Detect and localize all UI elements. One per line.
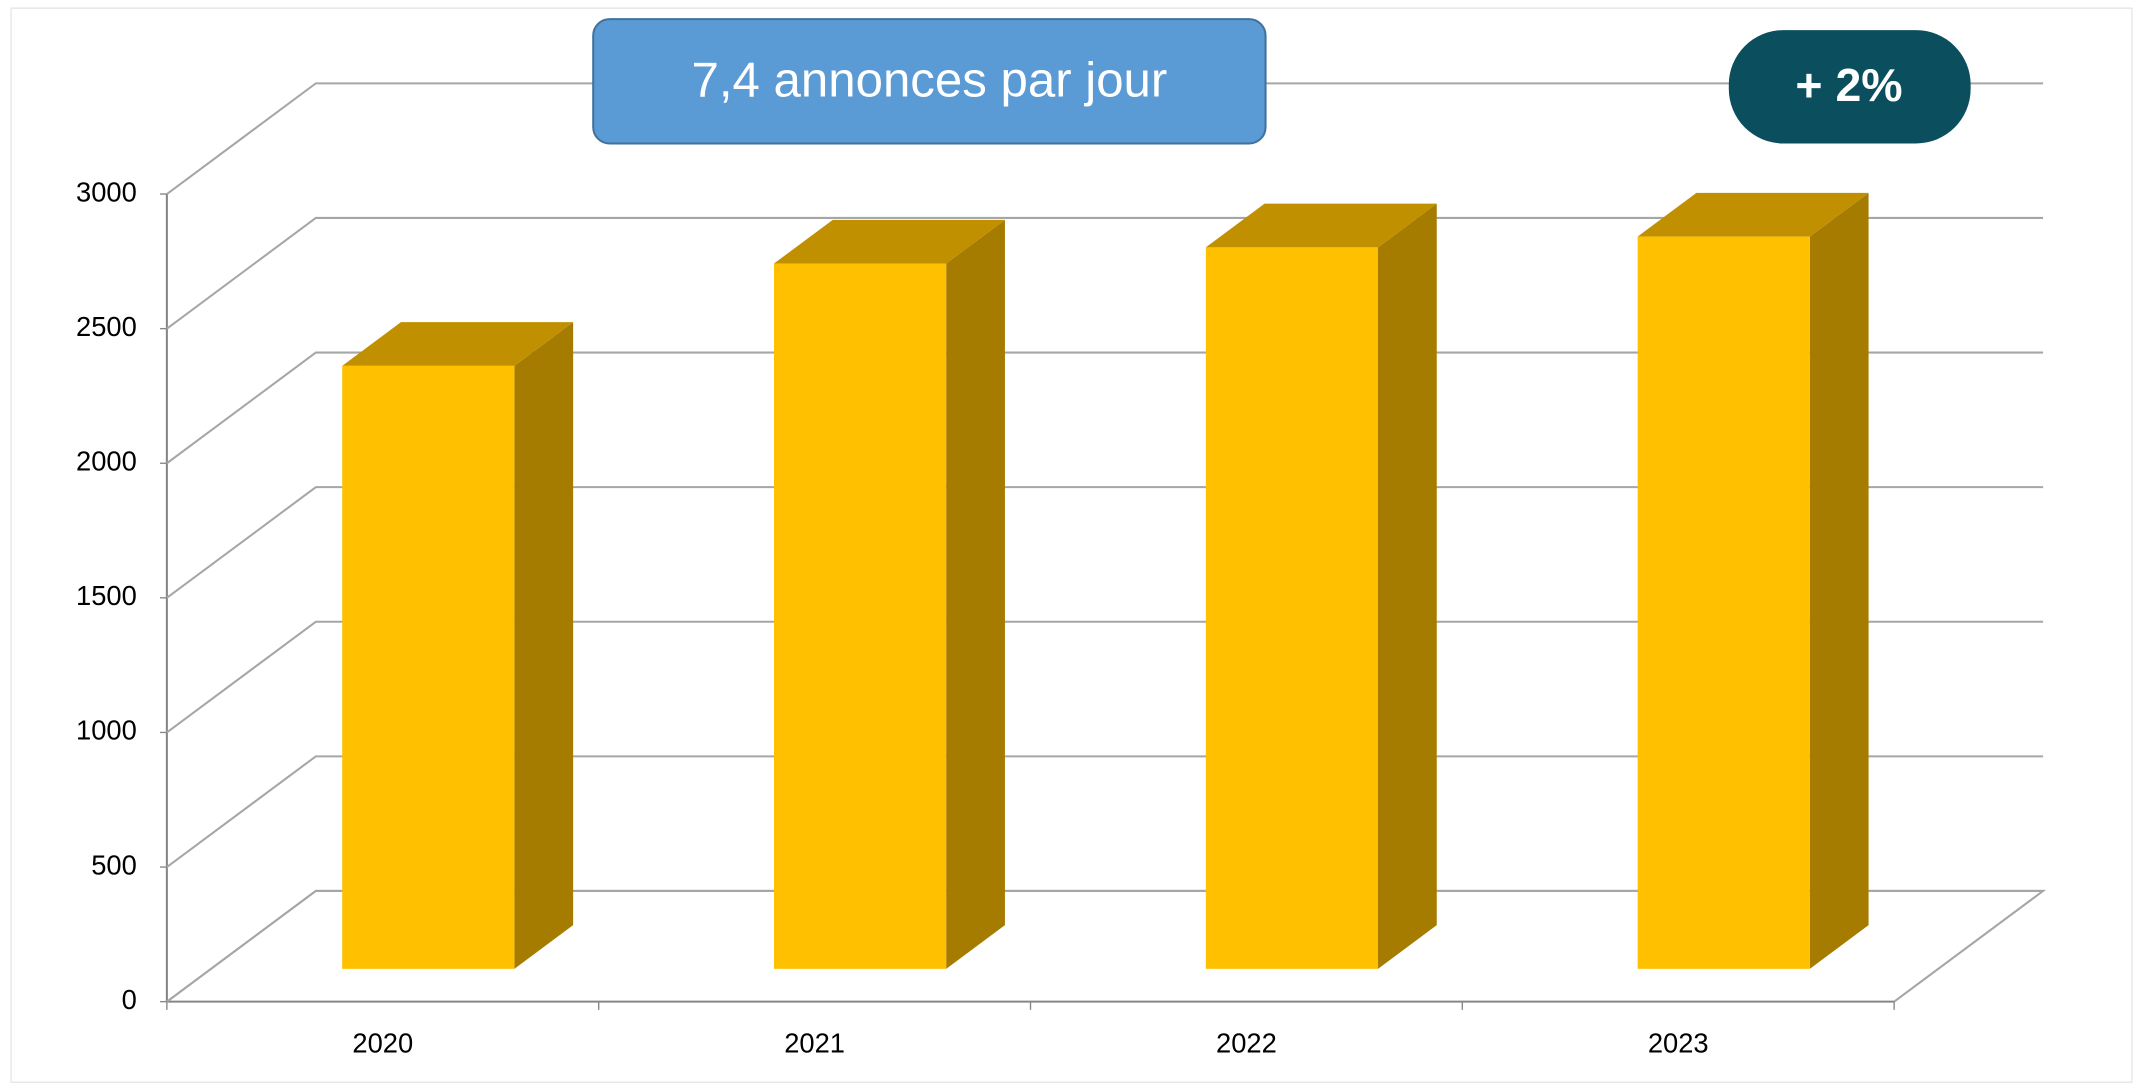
y-tick-label: 0: [122, 984, 137, 1015]
grid-line: [166, 620, 2044, 734]
y-tick-label: 1500: [76, 580, 137, 611]
bar-top: [1205, 203, 1437, 248]
grid-line: [166, 486, 2044, 599]
x-tick-label: 2020: [352, 1028, 413, 1059]
bar-side: [514, 322, 574, 969]
annotation-box: [592, 18, 1267, 145]
y-tick-label: 500: [91, 849, 137, 880]
y-tick-label: 3000: [76, 176, 137, 207]
bar: [1205, 247, 1379, 969]
bar-side: [946, 219, 1005, 969]
grid-line: [166, 889, 2044, 1003]
y-tick-label: 2500: [76, 311, 137, 342]
bar: [774, 263, 947, 969]
bar-top: [342, 322, 574, 366]
grid-line: [166, 755, 2044, 868]
plot: 0 500 1000 1500 2000 2500 3000 2020 2021 2022 2023: [76, 82, 2047, 1059]
grid-line: [166, 216, 2044, 330]
grid-line: [166, 351, 2044, 465]
bar-side: [1809, 192, 1869, 969]
bar-side: [1378, 203, 1437, 969]
x-tick-label: 2023: [1648, 1028, 1709, 1059]
badge: [1728, 30, 1971, 144]
x-tick-label: 2021: [784, 1028, 845, 1059]
badge-text: + 2%: [1795, 59, 1902, 111]
bar-top: [1637, 192, 1869, 237]
grid-line: [166, 82, 2044, 195]
bar: [1637, 236, 1810, 969]
bar-top: [774, 219, 1005, 264]
annotation: 7,4 annonces par jour: [691, 52, 1167, 107]
y-tick-label: 1000: [76, 715, 137, 746]
bar: [342, 365, 515, 969]
x-tick-label: 2022: [1216, 1028, 1277, 1059]
y-tick-label: 2000: [76, 445, 137, 476]
